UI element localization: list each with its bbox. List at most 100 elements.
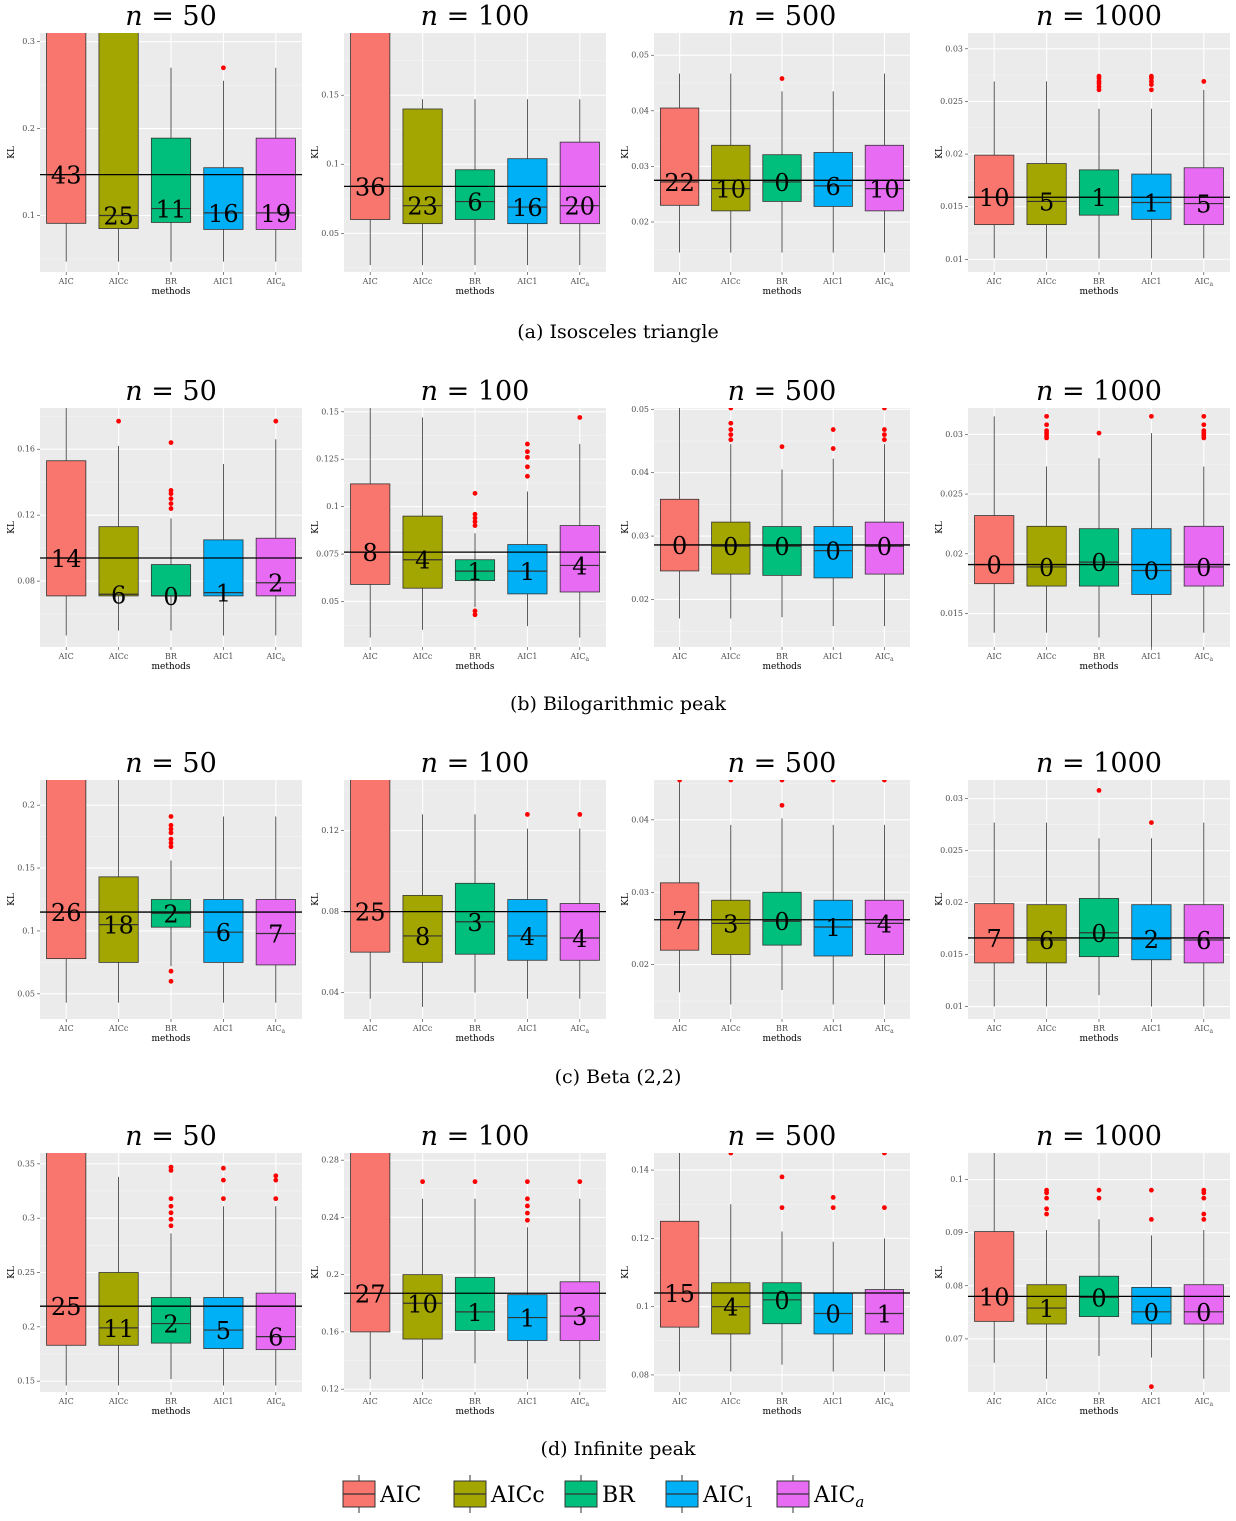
count-label: 3: [723, 910, 738, 938]
y-tick-label: 0.015: [940, 202, 963, 211]
box-BR: [150, 1164, 192, 1379]
count-label: 0: [1144, 1299, 1159, 1327]
x-tick-label: AICc: [412, 652, 433, 661]
y-tick-label: 0.2: [22, 124, 35, 133]
count-label: 7: [987, 925, 1002, 953]
y-axis-title: KL: [935, 893, 945, 906]
outlier-point: [830, 1194, 836, 1200]
y-axis-title: KL: [621, 1266, 631, 1279]
y-axis-title: KL: [621, 893, 631, 906]
plot-panel: 0.08 0.1 0.12 0.14 15 4 0 0 1 AIC AICc BR AIC1 AICa me…: [621, 1153, 910, 1417]
box-body: [350, 33, 391, 220]
box-body: [255, 537, 296, 597]
box-AIC: [974, 416, 1015, 633]
x-tick-label: AICc: [720, 1397, 741, 1406]
x-tick-label: AICc: [412, 277, 433, 286]
count-label: 14: [51, 545, 82, 573]
count-label: 25: [355, 899, 386, 927]
y-tick-label: 0.04: [321, 988, 339, 997]
box-body: [1078, 169, 1120, 216]
panel-content: [660, 73, 905, 253]
box-AICc: [402, 99, 443, 266]
count-label: 1: [467, 1299, 482, 1327]
subfigure-caption: (a) Isosceles triangle: [517, 321, 718, 343]
count-label: 5: [1039, 188, 1054, 216]
outlier-point: [779, 780, 785, 783]
x-tick-label: AICc: [1036, 277, 1057, 286]
y-axis-title: KL: [621, 146, 631, 159]
x-tick-label: AIC: [362, 1397, 378, 1406]
box-body: [711, 1282, 751, 1335]
outlier-point: [1201, 1211, 1207, 1217]
outlier-point: [273, 1173, 279, 1179]
outlier-point: [1044, 1206, 1049, 1212]
legend: AIC AICc BR AIC1 AICa: [342, 1475, 864, 1513]
outlier-point: [1096, 1187, 1102, 1193]
x-tick-label: AIC: [986, 1397, 1002, 1406]
outlier-point: [168, 1164, 174, 1170]
plot-panel: 0.015 0.02 0.025 0.03 0 0 0 0 0 AIC AICc BR AIC1 AICa…: [935, 408, 1230, 672]
outlier-point: [168, 822, 174, 828]
box-AIC1: [1131, 820, 1172, 1007]
count-label: 11: [156, 196, 187, 224]
box-BR: [454, 490, 496, 618]
y-tick-label: 0.24: [321, 1213, 339, 1222]
x-tick-label: AICc: [108, 1024, 129, 1033]
x-tick-label: AICa: [265, 652, 285, 663]
box-body: [350, 483, 391, 585]
outlier-point: [1201, 1195, 1207, 1201]
box-AICa: [1183, 1187, 1224, 1379]
panel-content: [660, 408, 905, 627]
count-label: 6: [467, 189, 482, 217]
box-body: [1183, 167, 1224, 226]
y-axis-title: KL: [7, 521, 17, 534]
count-label: 0: [774, 908, 789, 936]
y-tick-label: 0.28: [321, 1156, 339, 1165]
y-axis-title: KL: [311, 893, 321, 906]
count-label: 2: [163, 1311, 178, 1339]
outlier-point: [168, 814, 174, 819]
panel-title: n = 1000: [1036, 1, 1162, 32]
outlier-point: [1149, 73, 1154, 79]
count-label: 3: [467, 909, 482, 937]
outlier-point: [779, 76, 785, 81]
panel-title: n = 500: [728, 376, 837, 407]
box-body: [813, 526, 853, 579]
y-tick-label: 0.1: [22, 926, 35, 935]
count-label: 0: [1091, 549, 1106, 577]
y-tick-label: 0.05: [321, 597, 339, 606]
outlier-point: [577, 1179, 583, 1185]
box-AIC: [974, 822, 1015, 1007]
outlier-point: [882, 432, 887, 438]
outlier-point: [830, 780, 836, 783]
outlier-point: [1044, 1187, 1049, 1193]
panel-title: n = 50: [125, 376, 217, 407]
x-tick-label: AIC1: [516, 652, 537, 661]
outlier-point: [1044, 1195, 1049, 1201]
x-tick-label: AIC1: [516, 277, 537, 286]
box-AICa: [864, 408, 905, 627]
x-tick-label: BR: [1093, 277, 1106, 286]
y-tick-label: 0.02: [945, 549, 963, 558]
x-tick-label: AICa: [874, 1024, 894, 1035]
outlier-point: [168, 506, 174, 511]
x-tick-label: AIC1: [1140, 1397, 1161, 1406]
box-AICa: [255, 1173, 296, 1386]
count-label: 0: [987, 552, 1002, 580]
outlier-point: [525, 1203, 530, 1209]
count-label: 2: [163, 900, 178, 928]
box-body: [1026, 163, 1067, 226]
count-label: 0: [672, 532, 687, 560]
box-AICa: [864, 780, 905, 1005]
count-label: 20: [565, 193, 596, 221]
count-label: 8: [363, 539, 378, 567]
y-tick-label: 0.14: [631, 1166, 649, 1175]
box-body: [1026, 1284, 1067, 1325]
box-AICc: [402, 1179, 443, 1380]
count-label: 10: [716, 176, 747, 204]
y-axis-title: KL: [311, 521, 321, 534]
legend-item-AIC: AIC: [342, 1475, 421, 1513]
outlier-point: [830, 1205, 836, 1211]
